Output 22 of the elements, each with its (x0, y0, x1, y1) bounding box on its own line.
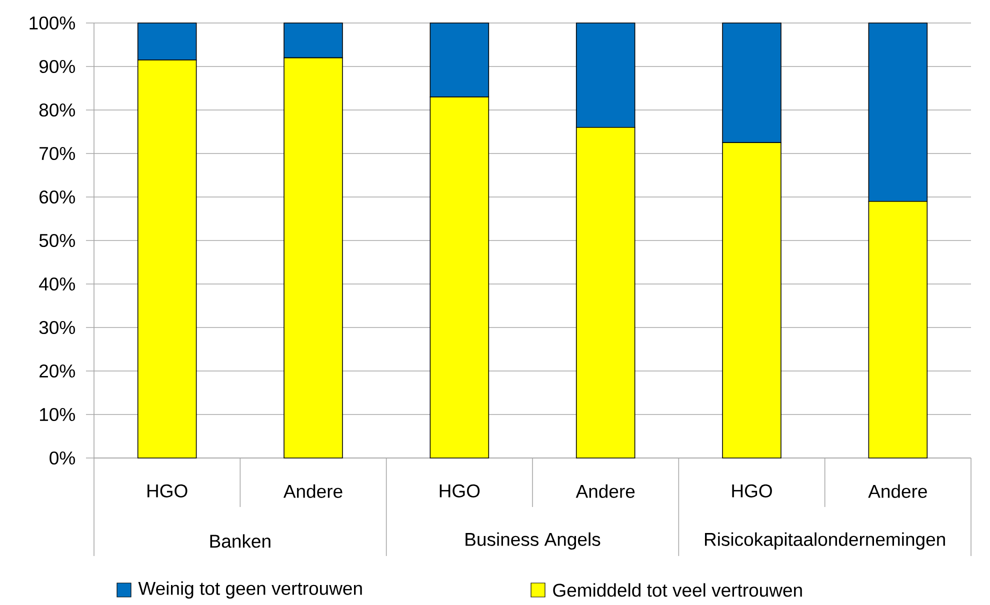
x-tick-label: HGO (148, 484, 188, 498)
y-tick-label: 80% (39, 103, 75, 117)
legend-label: Weinig tot geen vertrouwen (138, 581, 362, 599)
y-tick-label: 100% (30, 16, 75, 30)
x-tick-label: HGO (440, 484, 480, 498)
y-tick-label: 30% (39, 320, 75, 334)
y-tick-label: 90% (39, 60, 75, 74)
text: Risicokapitaalondernemingen (705, 532, 945, 550)
text: Business Angels (466, 532, 600, 550)
y-tick-label: 40% (39, 277, 75, 291)
x-tick-label: HGO (732, 484, 772, 498)
y-tick-label: 70% (40, 146, 75, 160)
x-tick-label: Andere (868, 484, 927, 498)
x-tick-label: Andere (576, 484, 635, 498)
legend-label: Gemiddeld tot veel vertrouwen (553, 583, 802, 597)
y-tick-label: 60% (40, 190, 75, 204)
text: Banken (210, 534, 270, 548)
y-tick-label: 50% (39, 234, 75, 248)
x-tick-label: Andere (283, 484, 342, 498)
y-tick-label: 20% (40, 364, 75, 378)
y-tick-label: 0% (50, 451, 75, 465)
y-tick-label: 10% (40, 408, 75, 422)
